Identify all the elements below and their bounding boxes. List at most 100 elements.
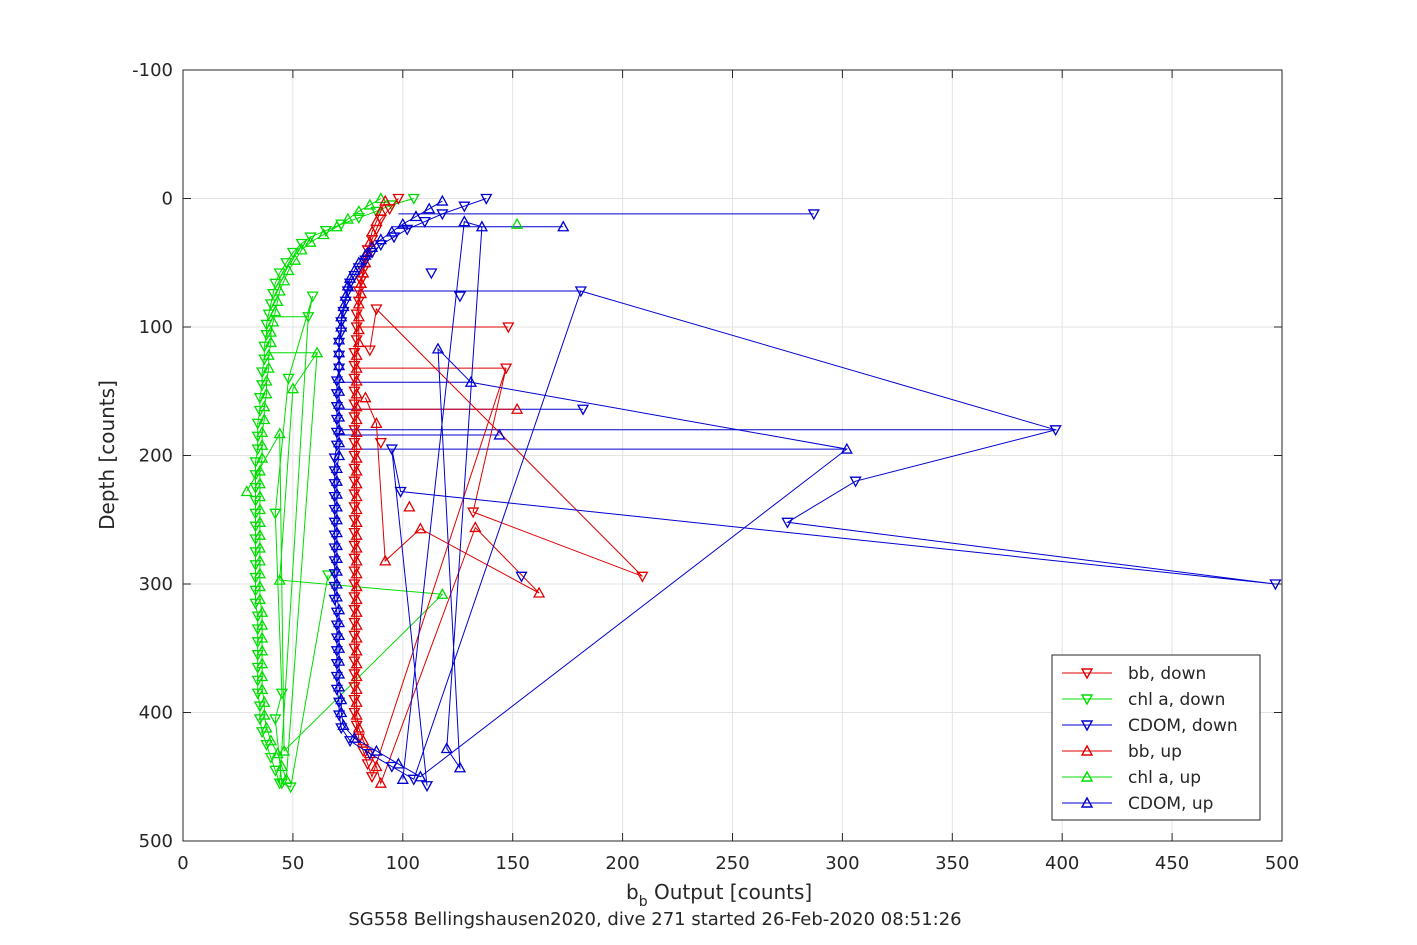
y-tick-label: 500 (139, 831, 173, 852)
data-point-chl-a-up (256, 438, 269, 450)
legend-label: CDOM, up (1128, 794, 1213, 814)
x-tick-label: 450 (1155, 853, 1189, 874)
data-point-bb-up (350, 631, 363, 643)
plot-area (240, 192, 1282, 794)
data-point-bb-up (350, 644, 363, 656)
data-point-cdom-up (332, 346, 346, 358)
data-point-chl-a-up (240, 485, 253, 497)
data-point-cdom-down (328, 453, 341, 465)
data-point-cdom-up (414, 770, 427, 782)
data-point-bb-up (379, 554, 392, 566)
data-point-bb-up (350, 515, 363, 527)
data-point-cdom-up (332, 667, 346, 679)
data-point-chl-a-up (278, 274, 291, 286)
x-tick-label: 0 (177, 853, 188, 874)
data-point-chl-a-up (278, 744, 291, 756)
series-line-chl-a-up (246, 198, 444, 780)
legend-item: bb, up (1062, 742, 1182, 762)
data-point-bb-up (350, 413, 363, 425)
data-point-chl-a-up (253, 515, 267, 527)
x-axis-label-rest: Output [counts] (648, 880, 813, 904)
data-point-chl-a-up (253, 567, 267, 579)
legend-item: chl a, up (1062, 768, 1201, 788)
data-point-bb-down (350, 720, 363, 732)
legend-marker (1080, 694, 1094, 706)
data-point-chl-a-up (262, 361, 275, 373)
data-point-bb-up (350, 567, 363, 579)
data-point-cdom-up (332, 384, 346, 396)
data-point-cdom-down (576, 404, 590, 416)
x-tick-label: 150 (496, 853, 530, 874)
data-point-chl-a-up (267, 315, 280, 327)
data-point-bb-up (350, 618, 363, 630)
data-point-bb-down (500, 363, 513, 375)
data-point-bb-up (350, 451, 363, 463)
data-point-chl-a-up (258, 400, 271, 412)
data-point-chl-a-down (321, 570, 335, 582)
data-point-cdom-up (348, 731, 361, 743)
y-tick-label: 400 (139, 703, 173, 724)
legend-label: bb, down (1128, 664, 1206, 684)
data-point-chl-a-up (253, 554, 267, 566)
data-point-bb-up (414, 522, 427, 534)
data-point-bb-up (350, 348, 363, 360)
data-point-cdom-down (480, 193, 493, 205)
data-point-bb-up (365, 225, 379, 237)
data-point-bb-up (469, 521, 482, 533)
series-bb-up (350, 194, 546, 788)
data-point-cdom-up (332, 436, 346, 448)
data-point-cdom-up (464, 375, 478, 387)
data-point-bb-up (350, 708, 363, 720)
data-point-bb-up (350, 670, 363, 682)
y-tick-label: 0 (162, 189, 173, 210)
data-point-cdom-up (330, 487, 343, 499)
data-point-bb-up (350, 426, 363, 438)
data-point-chl-a-up (258, 708, 271, 720)
data-point-cdom-up (392, 757, 405, 769)
data-point-chl-a-up (304, 235, 317, 247)
data-point-cdom-down (401, 224, 414, 236)
data-point-chl-a-up (258, 413, 271, 425)
data-point-chl-a-up (256, 644, 269, 656)
data-point-bb-down (361, 759, 374, 771)
data-point-chl-a-up (253, 580, 267, 592)
data-point-bb-up (370, 215, 383, 227)
data-point-bb-up (374, 776, 387, 788)
data-point-bb-up (357, 266, 370, 278)
data-point-cdom-up (332, 654, 346, 666)
data-point-cdom-up (458, 215, 471, 227)
data-point-bb-up (374, 205, 387, 217)
data-point-cdom-up (337, 300, 350, 312)
data-point-cdom-up (348, 264, 361, 276)
y-axis-label: Depth [counts] (95, 380, 119, 530)
data-point-bb-up (350, 503, 363, 515)
x-tick-label: 200 (605, 853, 639, 874)
data-point-cdom-up (409, 210, 423, 222)
data-point-cdom-down (807, 209, 820, 221)
y-tick-label: 200 (139, 446, 173, 467)
data-point-bb-down (365, 772, 379, 784)
data-point-chl-a-up (253, 503, 267, 515)
legend-box (1051, 654, 1261, 821)
data-point-bb-up (350, 374, 363, 386)
data-point-bb-up (510, 402, 524, 414)
data-point-cdom-up (332, 641, 346, 653)
data-point-chl-a-up (256, 657, 269, 669)
data-point-cdom-up (493, 428, 506, 440)
x-tick-label: 100 (386, 853, 420, 874)
data-point-cdom-up (330, 577, 343, 589)
x-axis-label: bb Output [counts] (626, 880, 812, 910)
x-tick-label: 500 (1265, 853, 1299, 874)
data-point-cdom-up (332, 423, 346, 435)
data-point-chl-a-up (256, 618, 269, 630)
data-point-chl-a-down (306, 291, 319, 303)
y-tick-label: -100 (132, 60, 173, 81)
data-point-cdom-up (365, 240, 379, 252)
data-point-chl-a-up (253, 593, 267, 605)
data-point-bb-up (359, 256, 372, 268)
data-point-chl-a-up (273, 427, 286, 439)
data-point-chl-a-up (317, 228, 330, 240)
data-point-chl-a-down (269, 278, 282, 290)
data-point-cdom-up (436, 194, 449, 206)
legend-marker (1080, 744, 1094, 756)
